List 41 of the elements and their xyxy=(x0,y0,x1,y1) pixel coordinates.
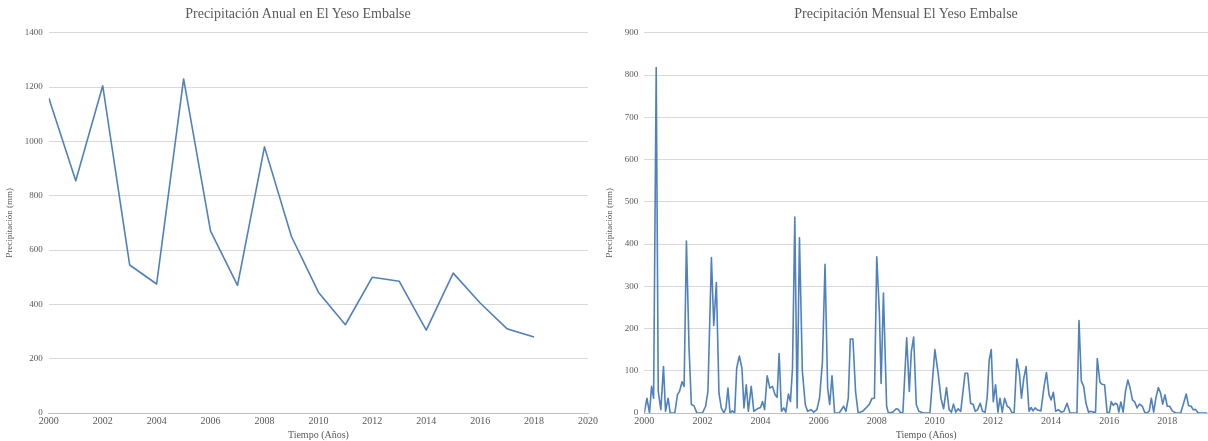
x-tick-label: 2008 xyxy=(254,414,275,426)
x-tick-label: 2014 xyxy=(416,414,437,426)
x-tick-label: 2010 xyxy=(308,414,329,426)
x-tick-label: 2008 xyxy=(866,414,887,426)
x-tick-label: 2002 xyxy=(92,414,113,426)
y-tick-label: 500 xyxy=(624,196,639,207)
x-tick-label: 2016 xyxy=(1099,414,1120,426)
x-tick-label: 2004 xyxy=(146,414,167,426)
x-tick-label: 2002 xyxy=(692,414,713,426)
chart-title: Precipitación Mensual El Yeso Embalse xyxy=(794,6,1018,22)
x-axis-title: Tiempo (Años) xyxy=(287,428,349,441)
x-tick-label: 2004 xyxy=(750,414,771,426)
y-tick-label: 900 xyxy=(624,27,639,38)
y-tick-label: 800 xyxy=(29,190,44,201)
chart-title: Precipitación Anual en El Yeso Embalse xyxy=(185,6,411,22)
y-tick-label: 1000 xyxy=(24,135,44,146)
y-tick-label: 800 xyxy=(624,69,639,80)
y-tick-label: 300 xyxy=(624,280,639,291)
y-tick-label: 1400 xyxy=(24,27,44,38)
x-tick-label: 2006 xyxy=(808,414,829,426)
x-tick-label: 2016 xyxy=(470,414,491,426)
x-tick-label: 2014 xyxy=(1041,414,1062,426)
y-tick-label: 400 xyxy=(624,238,639,249)
x-tick-label: 2012 xyxy=(362,414,383,426)
y-axis-title: Precipitación (mm) xyxy=(3,188,14,258)
x-tick-label: 2006 xyxy=(200,414,221,426)
x-tick-label: 2018 xyxy=(1157,414,1178,426)
y-tick-label: 600 xyxy=(29,244,44,255)
y-tick-label: 100 xyxy=(624,365,639,376)
x-tick-label: 2010 xyxy=(924,414,945,426)
x-tick-label: 2012 xyxy=(982,414,1003,426)
y-tick-label: 200 xyxy=(29,353,44,364)
x-tick-label: 2018 xyxy=(524,414,545,426)
y-tick-label: 400 xyxy=(29,298,44,309)
x-tick-label: 2020 xyxy=(578,414,598,426)
y-tick-label: 600 xyxy=(624,153,639,164)
y-tick-label: 200 xyxy=(624,322,639,333)
y-tick-label: 700 xyxy=(624,111,639,122)
y-tick-label: 1200 xyxy=(24,81,44,92)
y-axis-title: Precipitación (mm) xyxy=(603,188,614,258)
x-axis-title: Tiempo (Años) xyxy=(895,428,957,441)
